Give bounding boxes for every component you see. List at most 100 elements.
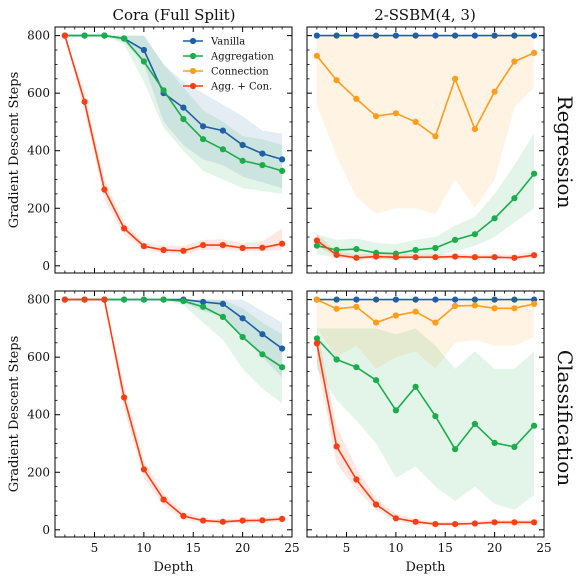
point-aggregation — [121, 35, 128, 42]
series-line-connection — [316, 298, 535, 324]
point-connection — [333, 77, 340, 84]
point-agg-con — [432, 254, 439, 261]
point-connection — [452, 75, 459, 82]
point-connection — [471, 302, 478, 309]
x-tick-label: 20 — [487, 541, 502, 555]
x-tick-label: 15 — [186, 541, 201, 555]
point-vanilla — [452, 32, 459, 39]
point-agg-con — [61, 296, 68, 303]
x-tick-label: 5 — [343, 541, 351, 555]
point-agg-con — [491, 254, 498, 261]
point-agg-con — [239, 244, 246, 252]
point-vanilla — [200, 298, 207, 305]
point-aggregation — [432, 413, 439, 420]
point-aggregation — [81, 32, 88, 39]
point-aggregation — [160, 296, 167, 303]
y-tick-label: 0 — [42, 259, 50, 273]
point-vanilla — [491, 296, 498, 303]
point-aggregation — [491, 439, 498, 446]
point-aggregation — [373, 377, 380, 384]
row-label-classification: Classification — [553, 350, 577, 486]
point-aggregation — [511, 195, 518, 202]
series-line-agg-con — [316, 343, 535, 525]
point-agg-con — [200, 242, 207, 249]
point-vanilla — [219, 127, 226, 134]
point-aggregation — [471, 420, 478, 427]
point-agg-con — [259, 244, 266, 251]
band-vanilla — [64, 299, 283, 378]
point-vanilla — [471, 32, 478, 39]
x-tick-label: 5 — [91, 541, 99, 555]
legend-label-connection: Connection — [211, 67, 269, 78]
point-aggregation — [140, 296, 147, 303]
point-agg-con — [200, 517, 207, 524]
point-connection — [452, 302, 459, 310]
point-connection — [432, 319, 439, 326]
point-agg-con — [373, 253, 380, 260]
point-aggregation — [333, 246, 340, 254]
band-connection — [316, 299, 535, 369]
x-tick-label: 25 — [284, 541, 299, 555]
point-aggregation — [219, 313, 226, 320]
point-vanilla — [373, 296, 380, 303]
point-aggregation — [353, 246, 360, 253]
x-axis-label: Depth — [153, 560, 194, 575]
point-agg-con — [452, 253, 459, 260]
point-aggregation — [259, 351, 266, 358]
point-vanilla — [180, 104, 187, 111]
y-tick-label: 600 — [27, 86, 50, 100]
point-agg-con — [101, 186, 108, 193]
point-vanilla — [412, 32, 419, 39]
point-connection — [373, 113, 380, 120]
series-line-aggregation — [64, 34, 283, 172]
point-aggregation — [259, 162, 266, 169]
point-agg-con — [81, 98, 88, 105]
y-tick-label: 800 — [27, 293, 50, 307]
point-vanilla — [392, 296, 399, 303]
series-line-aggregation — [316, 173, 535, 255]
point-connection — [531, 49, 538, 57]
panel-0: 0 200 400 600 800 Gradient Descent Steps — [7, 26, 293, 274]
point-connection — [491, 88, 498, 95]
point-connection — [353, 303, 360, 310]
point-connection — [511, 305, 518, 312]
point-vanilla — [140, 46, 147, 54]
point-vanilla — [239, 315, 246, 322]
point-agg-con — [313, 340, 320, 347]
point-aggregation — [101, 32, 108, 39]
point-vanilla — [432, 296, 439, 303]
legend-marker-aggregation — [189, 52, 197, 60]
point-aggregation — [180, 298, 187, 305]
point-agg-con — [81, 296, 88, 303]
point-agg-con — [412, 254, 419, 261]
point-agg-con — [121, 394, 128, 401]
point-vanilla — [259, 150, 266, 157]
point-agg-con — [471, 254, 478, 261]
y-tick-label: 400 — [27, 408, 50, 422]
panel-2: 5 10 15 20 25 0 200 400 600 800 Depth Gradient Desc… — [7, 290, 300, 575]
point-connection — [392, 312, 399, 319]
point-aggregation — [353, 364, 360, 371]
point-agg-con — [471, 520, 478, 527]
point-connection — [353, 95, 360, 102]
point-connection — [373, 319, 380, 326]
point-connection — [412, 118, 419, 125]
point-vanilla — [531, 32, 538, 39]
point-agg-con — [353, 254, 360, 261]
point-agg-con — [279, 515, 286, 523]
point-agg-con — [353, 476, 360, 483]
point-aggregation — [239, 157, 246, 164]
column-title-ssbm: 2-SSBM(4, 3) — [374, 6, 476, 24]
point-agg-con — [531, 519, 538, 526]
point-vanilla — [511, 32, 518, 39]
point-vanilla — [279, 156, 286, 163]
point-aggregation — [452, 236, 459, 243]
y-tick-label: 0 — [42, 523, 50, 537]
point-agg-con — [333, 443, 340, 450]
point-agg-con — [511, 254, 518, 261]
point-agg-con — [511, 519, 518, 526]
point-vanilla — [219, 300, 226, 307]
point-agg-con — [491, 519, 498, 526]
point-aggregation — [219, 146, 226, 153]
